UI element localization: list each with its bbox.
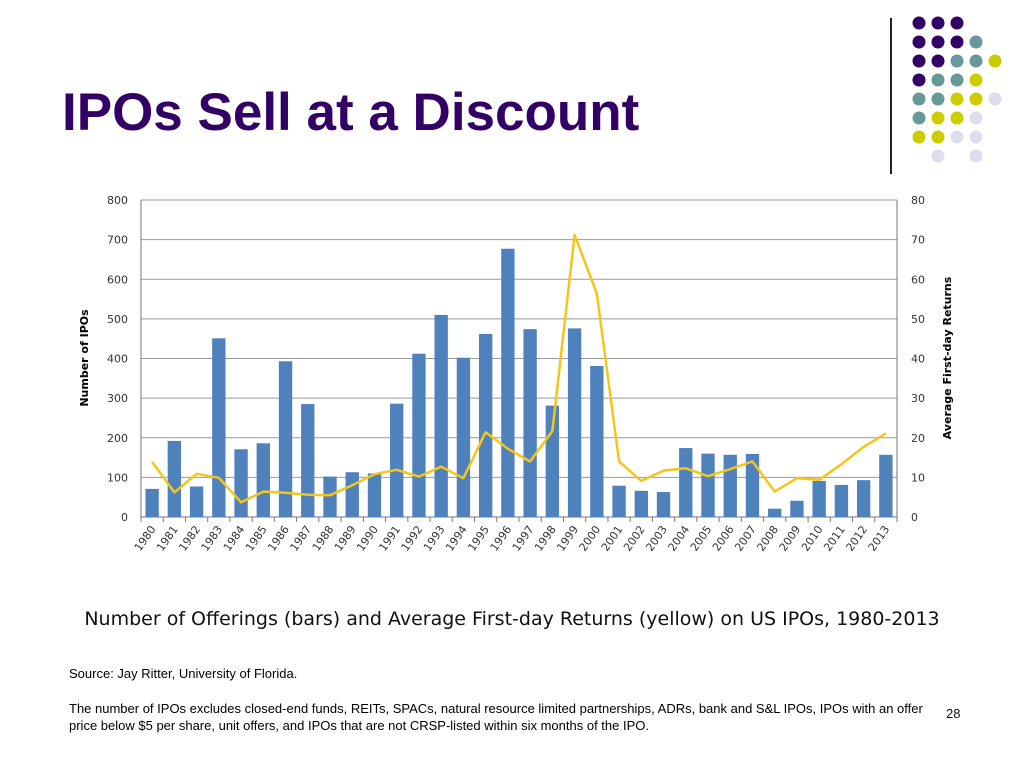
x-tick-label: 1992: [399, 523, 426, 553]
bar: [367, 473, 382, 517]
x-tick-label: 1993: [421, 523, 448, 553]
bar: [567, 328, 582, 517]
bar: [434, 314, 448, 517]
x-tick-label: 1990: [354, 523, 381, 553]
bar: [212, 338, 226, 517]
bar: [345, 472, 359, 517]
page-number: 28: [946, 706, 961, 721]
x-tick-label: 2001: [599, 523, 626, 553]
x-tick-label: 1981: [154, 523, 181, 553]
bar: [745, 453, 760, 517]
x-tick-label: 2011: [821, 523, 848, 553]
y2-tick-label: 50: [911, 313, 925, 326]
chart-caption: Number of Offerings (bars) and Average F…: [84, 608, 940, 630]
bar: [879, 454, 893, 517]
x-tick-label: 1988: [310, 523, 337, 553]
x-tick-label: 1996: [488, 523, 515, 553]
bar: [812, 480, 826, 517]
y2-tick-label: 70: [911, 234, 925, 247]
y2-axis-title: Average First-day Returns: [941, 276, 954, 439]
bar: [501, 248, 515, 517]
x-tick-label: 1998: [532, 523, 559, 553]
y-axis-title: Number of IPOs: [78, 309, 91, 407]
bar: [189, 486, 204, 517]
x-tick-label: 2007: [732, 523, 759, 553]
x-tick-label: 1986: [265, 523, 292, 553]
bar: [167, 440, 182, 517]
x-tick-label: 1980: [132, 523, 159, 553]
x-tick-label: 1984: [221, 523, 248, 553]
bar: [456, 357, 471, 517]
bar: [145, 488, 159, 517]
bar: [478, 333, 493, 517]
bar: [723, 454, 737, 517]
x-tick-label: 1983: [199, 523, 226, 553]
x-tick-label: 2002: [621, 523, 648, 553]
bar: [545, 405, 560, 517]
y-tick-label: 300: [107, 392, 128, 405]
bar: [634, 490, 648, 517]
y-tick-label: 800: [107, 194, 128, 207]
y-tick-label: 400: [107, 353, 128, 366]
bar: [390, 403, 404, 517]
x-tick-label: 2009: [777, 523, 804, 553]
x-tick-label: 2010: [799, 523, 826, 553]
x-tick-label: 2003: [643, 523, 670, 553]
x-tick-label: 2006: [710, 523, 737, 553]
bar: [768, 508, 782, 517]
x-tick-label: 1999: [554, 523, 581, 553]
x-tick-label: 1997: [510, 523, 537, 553]
x-tick-label: 2013: [866, 523, 893, 553]
bar: [701, 453, 715, 517]
x-tick-label: 1987: [288, 523, 315, 553]
y-tick-label: 0: [121, 511, 128, 524]
slide-title: IPOs Sell at a Discount: [62, 83, 640, 142]
divider-line: [890, 18, 892, 174]
ipo-chart: 0 100 200 300 400 500 600 700 800 0 10 20 30 40 50 60 70…: [78, 194, 954, 554]
footnote: The number of IPOs excludes closed-end f…: [69, 701, 923, 733]
y2-tick-label: 10: [911, 471, 925, 484]
y2-tick-label: 60: [911, 273, 925, 286]
y-tick-label: 200: [107, 432, 128, 445]
y2-tick-label: 40: [911, 353, 925, 366]
bar: [256, 443, 270, 517]
x-tick-label: 1994: [443, 523, 470, 553]
y-tick-label: 700: [107, 234, 128, 247]
bar: [856, 480, 871, 517]
x-tick-label: 2012: [843, 523, 870, 553]
bar: [679, 448, 693, 517]
y-tick-label: 100: [107, 471, 128, 484]
bar: [278, 361, 293, 517]
x-tick-label: 1989: [332, 523, 359, 553]
bar: [323, 476, 337, 517]
bar: [523, 329, 537, 517]
x-tick-label: 1991: [376, 523, 403, 553]
y2-tick-label: 80: [911, 194, 925, 207]
x-tick-label: 2000: [577, 523, 604, 553]
bar: [590, 366, 604, 517]
y2-tick-label: 30: [911, 392, 925, 405]
y-tick-label: 500: [107, 313, 128, 326]
x-tick-label: 1985: [243, 523, 270, 553]
source-note: Source: Jay Ritter, University of Florid…: [69, 666, 298, 681]
x-tick-label: 2008: [754, 523, 781, 553]
bar: [234, 449, 248, 517]
bar: [790, 500, 804, 517]
x-tick-label: 2005: [688, 523, 715, 553]
y2-tick-label: 0: [911, 511, 918, 524]
bar: [656, 492, 671, 517]
x-tick-label: 1995: [465, 523, 492, 553]
y2-tick-label: 20: [911, 432, 925, 445]
bar: [301, 404, 315, 517]
bar: [412, 353, 426, 517]
y-tick-label: 600: [107, 273, 128, 286]
bar: [834, 484, 849, 517]
x-tick-label: 1982: [176, 523, 203, 553]
x-tick-label: 2004: [666, 523, 693, 553]
first-day-returns-line: [151, 233, 887, 504]
bar: [612, 485, 626, 517]
